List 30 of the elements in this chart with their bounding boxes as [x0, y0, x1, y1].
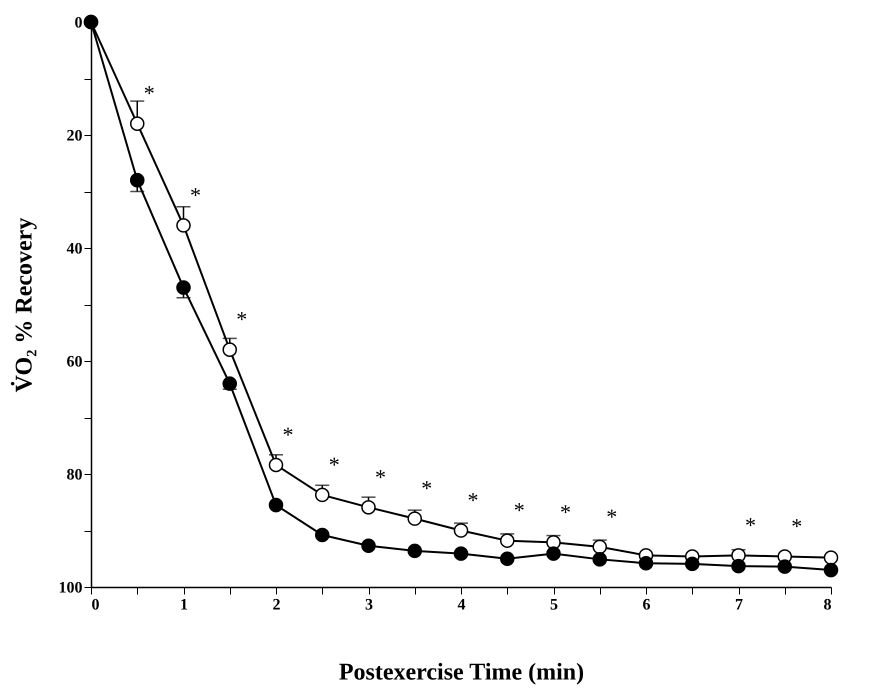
annotation: * — [144, 80, 155, 106]
annotation: * — [328, 452, 340, 477]
x-tick-label: 5 — [550, 596, 558, 614]
annotation: * — [468, 488, 478, 512]
x-tick-label: 1 — [180, 596, 188, 614]
y-tick-label: 100 — [58, 580, 82, 596]
x-tick-label: 4 — [458, 596, 466, 614]
annotation: * — [745, 512, 756, 538]
y-tick-label: 20 — [66, 128, 82, 144]
annotation: * — [514, 498, 525, 523]
annotation: * — [236, 306, 248, 332]
annotation: * — [560, 499, 571, 524]
y-tick-label: 40 — [66, 240, 82, 258]
annotation: * — [606, 504, 618, 529]
x-tick-label: 8 — [824, 596, 832, 614]
y-tick-label: 0 — [74, 14, 82, 32]
x-tick-label: 7 — [735, 596, 743, 614]
x-tick-label: 2 — [272, 596, 280, 614]
annotation: * — [421, 476, 432, 501]
annotation: * — [190, 182, 201, 208]
x-axis-title: Postexercise Time (min) — [338, 660, 584, 686]
x-tick-label: 3 — [365, 596, 373, 614]
y-tick-label: 80 — [66, 466, 82, 484]
x-tick-label: 0 — [92, 596, 100, 614]
annotation: * — [791, 513, 802, 538]
x-tick-label: 6 — [642, 596, 650, 614]
y-tick-label: 60 — [66, 354, 82, 370]
y-axis-title: V̇O₂ % Recovery — [10, 218, 38, 392]
annotation: * — [375, 464, 386, 490]
annotation: * — [282, 422, 294, 447]
